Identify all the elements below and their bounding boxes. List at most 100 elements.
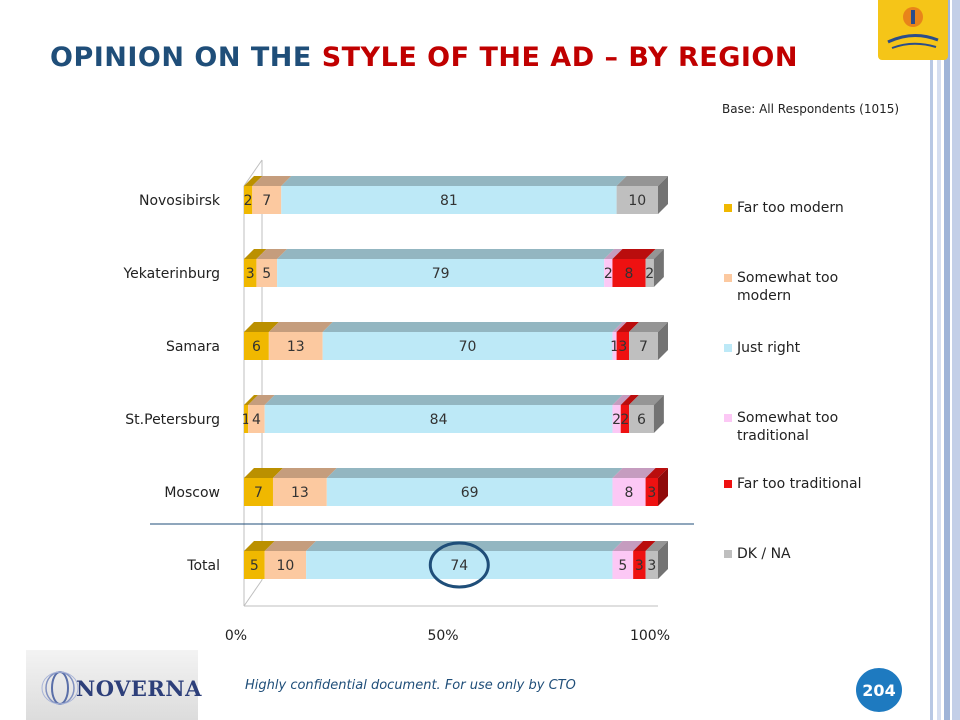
bar-segment-top bbox=[645, 541, 668, 551]
bar-segment-top bbox=[281, 176, 627, 186]
bar-segment-top bbox=[612, 322, 627, 332]
bar-value-label: 13 bbox=[287, 339, 305, 355]
category-label: St.Petersburg bbox=[125, 412, 220, 428]
title-part-2: PINION ON THE bbox=[73, 42, 322, 73]
bar-value-label: 8 bbox=[625, 266, 634, 282]
bar-segment bbox=[244, 259, 257, 287]
legend-swatch bbox=[724, 344, 732, 352]
bar-value-label: 5 bbox=[262, 266, 271, 282]
bar-value-label: 10 bbox=[628, 193, 646, 209]
bar-segment bbox=[620, 405, 630, 433]
footer-note: Highly confidential document. For use on… bbox=[245, 678, 576, 693]
bar-segment bbox=[306, 551, 613, 579]
legend-label: Somewhat too traditional bbox=[737, 410, 838, 444]
category-label: Yekaterinburg bbox=[122, 266, 220, 282]
bar-value-label: 70 bbox=[459, 339, 477, 355]
bar-segment bbox=[616, 332, 630, 360]
bar-segment bbox=[629, 332, 658, 360]
bar-segment-top bbox=[244, 541, 275, 551]
bar-value-label: 3 bbox=[618, 339, 627, 355]
bar-value-label: 2 bbox=[244, 193, 253, 209]
bar-end-side bbox=[658, 322, 668, 360]
bar-segment-top bbox=[612, 468, 656, 478]
bar-value-label: 79 bbox=[432, 266, 450, 282]
legend-label: Far too modern bbox=[737, 200, 844, 216]
bar-segment-top bbox=[612, 249, 656, 259]
bar-segment bbox=[281, 186, 617, 214]
bar-value-label: 10 bbox=[276, 558, 294, 574]
base-note: Base: All Respondents (1015) bbox=[722, 102, 900, 116]
x-tick-label: 100% bbox=[630, 628, 670, 644]
category-label: Total bbox=[186, 558, 220, 574]
bar-segment bbox=[277, 259, 605, 287]
bar-segment-top bbox=[306, 541, 623, 551]
legend-swatch bbox=[724, 550, 732, 558]
bar-segment-top bbox=[633, 541, 656, 551]
bar-segment-top bbox=[277, 249, 615, 259]
bar-segment-top bbox=[248, 395, 275, 405]
bar-segment-top bbox=[612, 541, 644, 551]
bar-segment-top bbox=[264, 395, 623, 405]
bar-segment bbox=[272, 478, 327, 506]
bar-segment bbox=[264, 405, 613, 433]
bar-value-label: 13 bbox=[291, 485, 309, 501]
bar-segment bbox=[604, 259, 613, 287]
highlight-ellipse bbox=[428, 541, 490, 589]
bar-segment-top bbox=[264, 541, 317, 551]
title-part-3: S bbox=[321, 42, 342, 73]
bar-value-label: 3 bbox=[647, 485, 656, 501]
bar-segment bbox=[244, 551, 265, 579]
bar-segment-top bbox=[616, 322, 640, 332]
bar-segment-top bbox=[604, 249, 623, 259]
bar-segment bbox=[612, 478, 646, 506]
bar-value-label: 7 bbox=[639, 339, 648, 355]
category-label: Novosibirsk bbox=[139, 193, 221, 209]
title-part-1: O bbox=[50, 42, 74, 73]
bar-value-label: 6 bbox=[252, 339, 261, 355]
category-label: Samara bbox=[166, 339, 220, 355]
bar-segment bbox=[612, 259, 646, 287]
bar-segment bbox=[612, 405, 621, 433]
legend-label: Just right bbox=[736, 340, 801, 356]
bar-segment bbox=[612, 332, 617, 360]
bar-value-label: 2 bbox=[645, 266, 654, 282]
bar-segment-top bbox=[244, 395, 259, 405]
bar-segment-top bbox=[629, 395, 664, 405]
bar-segment bbox=[244, 332, 269, 360]
page-number-badge: 204 bbox=[856, 668, 902, 712]
bar-value-label: 3 bbox=[647, 558, 656, 574]
bar-segment-top bbox=[616, 176, 668, 186]
bar-segment bbox=[244, 405, 249, 433]
category-label: Moscow bbox=[164, 485, 220, 501]
bar-value-label: 3 bbox=[246, 266, 255, 282]
legend-label: DK / NA bbox=[737, 546, 791, 562]
noverna-logo: NOVERNA bbox=[26, 650, 201, 720]
bar-segment-top bbox=[322, 322, 623, 332]
bar-segment bbox=[244, 186, 253, 214]
legend-swatch bbox=[724, 204, 732, 212]
bar-segment bbox=[248, 405, 265, 433]
legend-swatch bbox=[724, 274, 732, 282]
cyprus-logo-graphic bbox=[887, 7, 939, 49]
bar-value-label: 7 bbox=[262, 193, 271, 209]
bar-value-label: 5 bbox=[250, 558, 259, 574]
legend-swatch bbox=[724, 414, 732, 422]
bar-segment bbox=[645, 551, 658, 579]
bar-segment bbox=[322, 332, 613, 360]
bar-value-label: 69 bbox=[461, 485, 479, 501]
bar-segment-top bbox=[244, 249, 267, 259]
cyprus-logo bbox=[878, 0, 948, 60]
bar-value-label: 3 bbox=[635, 558, 644, 574]
bar-segment bbox=[645, 259, 654, 287]
bar-value-label: 4 bbox=[252, 412, 261, 428]
bar-segment bbox=[268, 332, 323, 360]
bar-segment-top bbox=[629, 322, 668, 332]
bar-segment bbox=[616, 186, 658, 214]
bar-segment bbox=[244, 478, 273, 506]
bar-segment bbox=[612, 551, 634, 579]
x-tick-label: 50% bbox=[427, 628, 458, 644]
bar-value-label: 2 bbox=[604, 266, 613, 282]
noverna-logo-text: NOVERNA bbox=[76, 676, 202, 701]
bar-segment bbox=[264, 551, 307, 579]
